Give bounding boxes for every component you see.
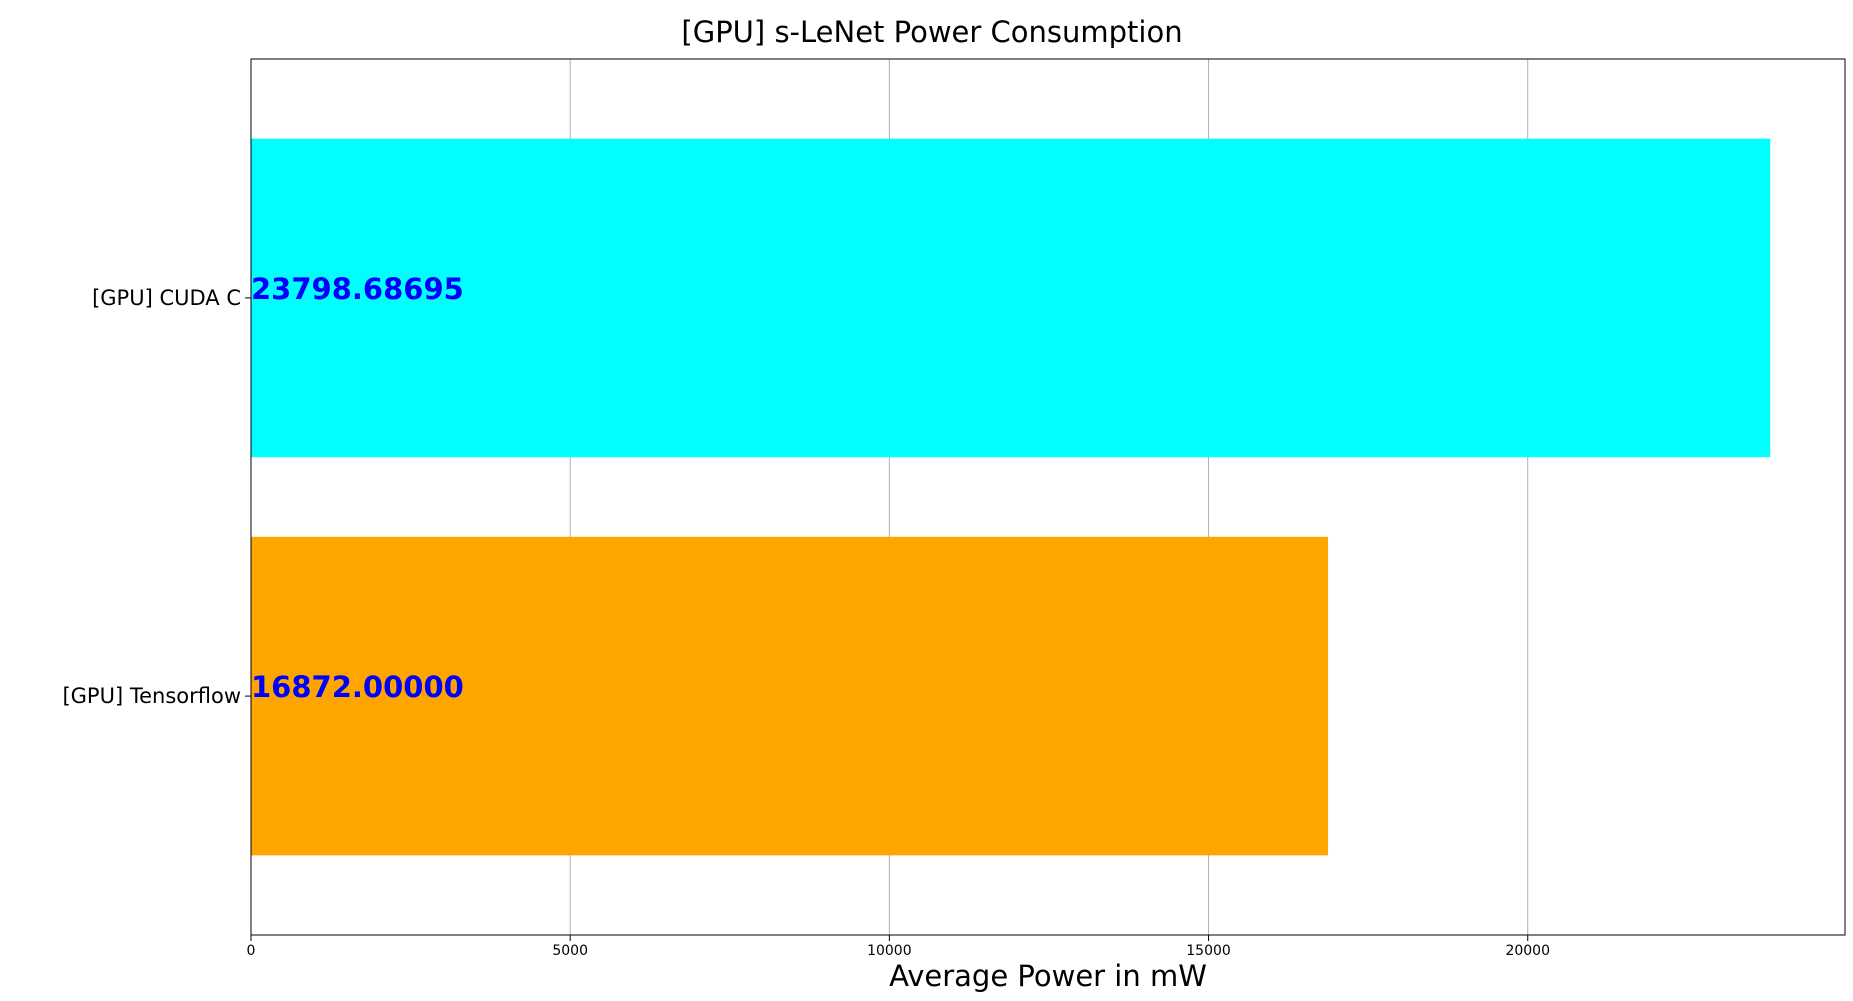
x-tick-label: 20000 <box>1505 943 1550 959</box>
y-tick-label: [GPU] CUDA C <box>92 286 241 310</box>
x-tick-label: 10000 <box>867 943 912 959</box>
x-axis-title: Average Power in mW <box>889 959 1207 993</box>
y-axis-ticks: [GPU] CUDA C [GPU] Tensorflow <box>62 286 251 708</box>
chart-title: [GPU] s-LeNet Power Consumption <box>681 15 1182 49</box>
bar-value-label: 16872.00000 <box>251 670 464 704</box>
bars <box>251 138 1771 856</box>
bar <box>251 138 1771 458</box>
plot-frame <box>250 58 1846 936</box>
bar-value-label: 23798.68695 <box>251 272 464 306</box>
value-labels: 23798.68695 16872.00000 <box>251 272 464 704</box>
y-tick-label: [GPU] Tensorflow <box>62 684 241 708</box>
x-tick-label: 15000 <box>1186 943 1231 959</box>
x-tick-label: 0 <box>247 943 256 959</box>
bar <box>251 536 1329 856</box>
x-axis-ticks: 0 5000 10000 15000 20000 <box>247 935 1550 959</box>
x-tick-label: 5000 <box>552 943 588 959</box>
